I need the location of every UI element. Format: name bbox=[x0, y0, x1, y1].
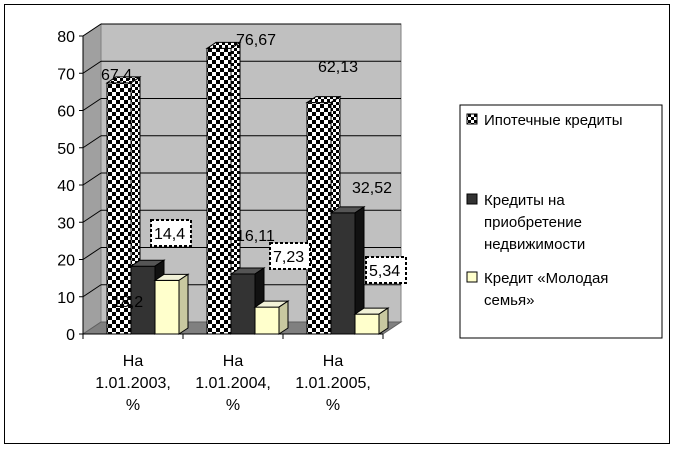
bar-front bbox=[354, 313, 380, 335]
data-label-box bbox=[150, 219, 192, 247]
x-tick-label: 1.01.2003, bbox=[95, 375, 171, 392]
x-tick-label: На bbox=[123, 353, 144, 370]
data-label: 18,2 bbox=[112, 294, 143, 311]
bar-0-1 bbox=[205, 41, 242, 335]
legend-swatch bbox=[466, 271, 478, 283]
bar-front bbox=[154, 279, 180, 335]
y-tick-label: 0 bbox=[66, 327, 75, 344]
legend-label: Ипотечные кредиты bbox=[484, 112, 623, 129]
x-tick-label: 1.01.2005, bbox=[295, 375, 371, 392]
legend-swatch bbox=[466, 193, 478, 205]
legend: Ипотечные кредиты Кредиты на приобретение н… bbox=[459, 104, 663, 339]
bar-front bbox=[330, 212, 356, 335]
data-label: 5,34 bbox=[369, 263, 400, 280]
bar-1-2 bbox=[329, 205, 366, 335]
legend-label: Кредиты на bbox=[484, 192, 565, 209]
bar-2-0 bbox=[153, 273, 190, 335]
legend-label: семья» bbox=[484, 292, 534, 309]
x-tick-label: % bbox=[326, 397, 340, 414]
bar-side bbox=[378, 307, 389, 335]
y-tick-label: 30 bbox=[57, 215, 75, 232]
data-label: 14,4 bbox=[154, 226, 185, 243]
y-tick-label: 60 bbox=[57, 104, 75, 121]
bar-side bbox=[178, 273, 189, 335]
legend-box bbox=[459, 104, 663, 339]
y-tick-label: 80 bbox=[57, 29, 75, 46]
x-tick-label: На bbox=[223, 353, 244, 370]
bar-front bbox=[230, 273, 256, 335]
data-labels: 67,4 76,67 62,13 18,2 16,11 32,52 14,4 7,23 5,34 bbox=[101, 32, 407, 311]
y-axis: 0 10 20 30 40 50 60 70 80 bbox=[57, 29, 84, 344]
bar-side bbox=[278, 300, 289, 335]
bar-front bbox=[306, 102, 332, 335]
x-tick-label: На bbox=[323, 353, 344, 370]
legend-label: приобретение bbox=[484, 214, 582, 231]
y-tick-label: 50 bbox=[57, 141, 75, 158]
y-tick-label: 20 bbox=[57, 253, 75, 270]
data-label: 67,4 bbox=[101, 67, 132, 84]
y-tick-label: 10 bbox=[57, 290, 75, 307]
gridline-side bbox=[82, 60, 102, 74]
bar-front bbox=[254, 306, 280, 335]
gridline-side bbox=[82, 23, 102, 37]
gridline-side bbox=[82, 172, 102, 186]
legend-swatch bbox=[466, 113, 478, 125]
legend-label: недвижимости bbox=[484, 236, 585, 253]
bars bbox=[105, 41, 390, 335]
bar-1-1 bbox=[229, 267, 266, 335]
y-tick-label: 70 bbox=[57, 66, 75, 83]
bar-2-2 bbox=[353, 307, 390, 335]
gridline-side bbox=[82, 135, 102, 149]
bar-front bbox=[106, 82, 132, 335]
data-label: 62,13 bbox=[318, 59, 358, 76]
data-label: 7,23 bbox=[273, 249, 304, 266]
gridline-side bbox=[82, 98, 102, 111]
bar-front bbox=[206, 47, 232, 335]
bar-2-1 bbox=[253, 300, 290, 335]
data-label: 32,52 bbox=[352, 180, 392, 197]
x-tick-label: 1.01.2004, bbox=[195, 375, 271, 392]
legend-label: Кредит «Молодая bbox=[484, 270, 608, 287]
x-tick-label: % bbox=[126, 397, 140, 414]
gridline-side bbox=[82, 284, 102, 298]
x-tick-label: % bbox=[226, 397, 240, 414]
gridline-side bbox=[82, 247, 102, 260]
data-label-box bbox=[269, 242, 311, 270]
data-label: 76,67 bbox=[236, 32, 276, 49]
data-label-box bbox=[365, 256, 407, 284]
y-tick-label: 40 bbox=[57, 178, 75, 195]
data-label: 16,11 bbox=[236, 228, 275, 245]
gridline-side bbox=[82, 209, 102, 223]
x-axis: На 1.01.2003,% На 1.01.2004,% На 1.01.2005,% bbox=[82, 333, 384, 414]
